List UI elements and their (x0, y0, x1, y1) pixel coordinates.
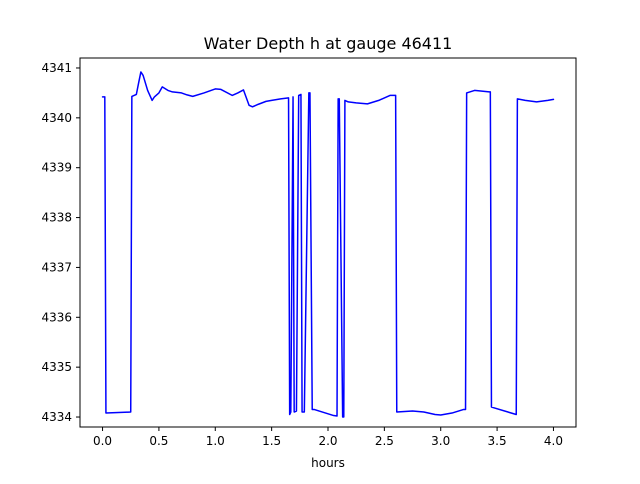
y-tick-label: 4339 (41, 161, 72, 175)
y-tick-label: 4336 (41, 310, 72, 324)
y-tick-label: 4337 (41, 260, 72, 274)
y-tick-label: 4334 (41, 410, 72, 424)
x-tick-label: 2.5 (375, 434, 394, 448)
x-tick-label: 1.0 (206, 434, 225, 448)
x-tick-label: 0.0 (93, 434, 112, 448)
plot-line-layer (101, 71, 555, 418)
y-tick-label: 4340 (41, 111, 72, 125)
x-tick-label: 1.5 (262, 434, 281, 448)
y-tick-label: 4338 (41, 211, 72, 225)
x-tick-label: 4.0 (544, 434, 563, 448)
y-axis-ticks: 4334 4335 4336 4337 4338 4339 4340 4341 (41, 61, 80, 424)
y-tick-label: 4341 (41, 61, 72, 75)
x-axis-label: hours (311, 456, 345, 470)
x-tick-label: 0.5 (149, 434, 168, 448)
x-tick-label: 3.5 (488, 434, 507, 448)
x-axis-ticks: 0.0 0.5 1.0 1.5 2.0 2.5 3.0 3.5 4.0 (93, 427, 563, 448)
x-tick-label: 2.0 (318, 434, 337, 448)
y-tick-label: 4335 (41, 360, 72, 374)
series-line-0 (101, 71, 555, 418)
chart-title: Water Depth h at gauge 46411 (204, 34, 453, 53)
x-tick-label: 3.0 (431, 434, 450, 448)
